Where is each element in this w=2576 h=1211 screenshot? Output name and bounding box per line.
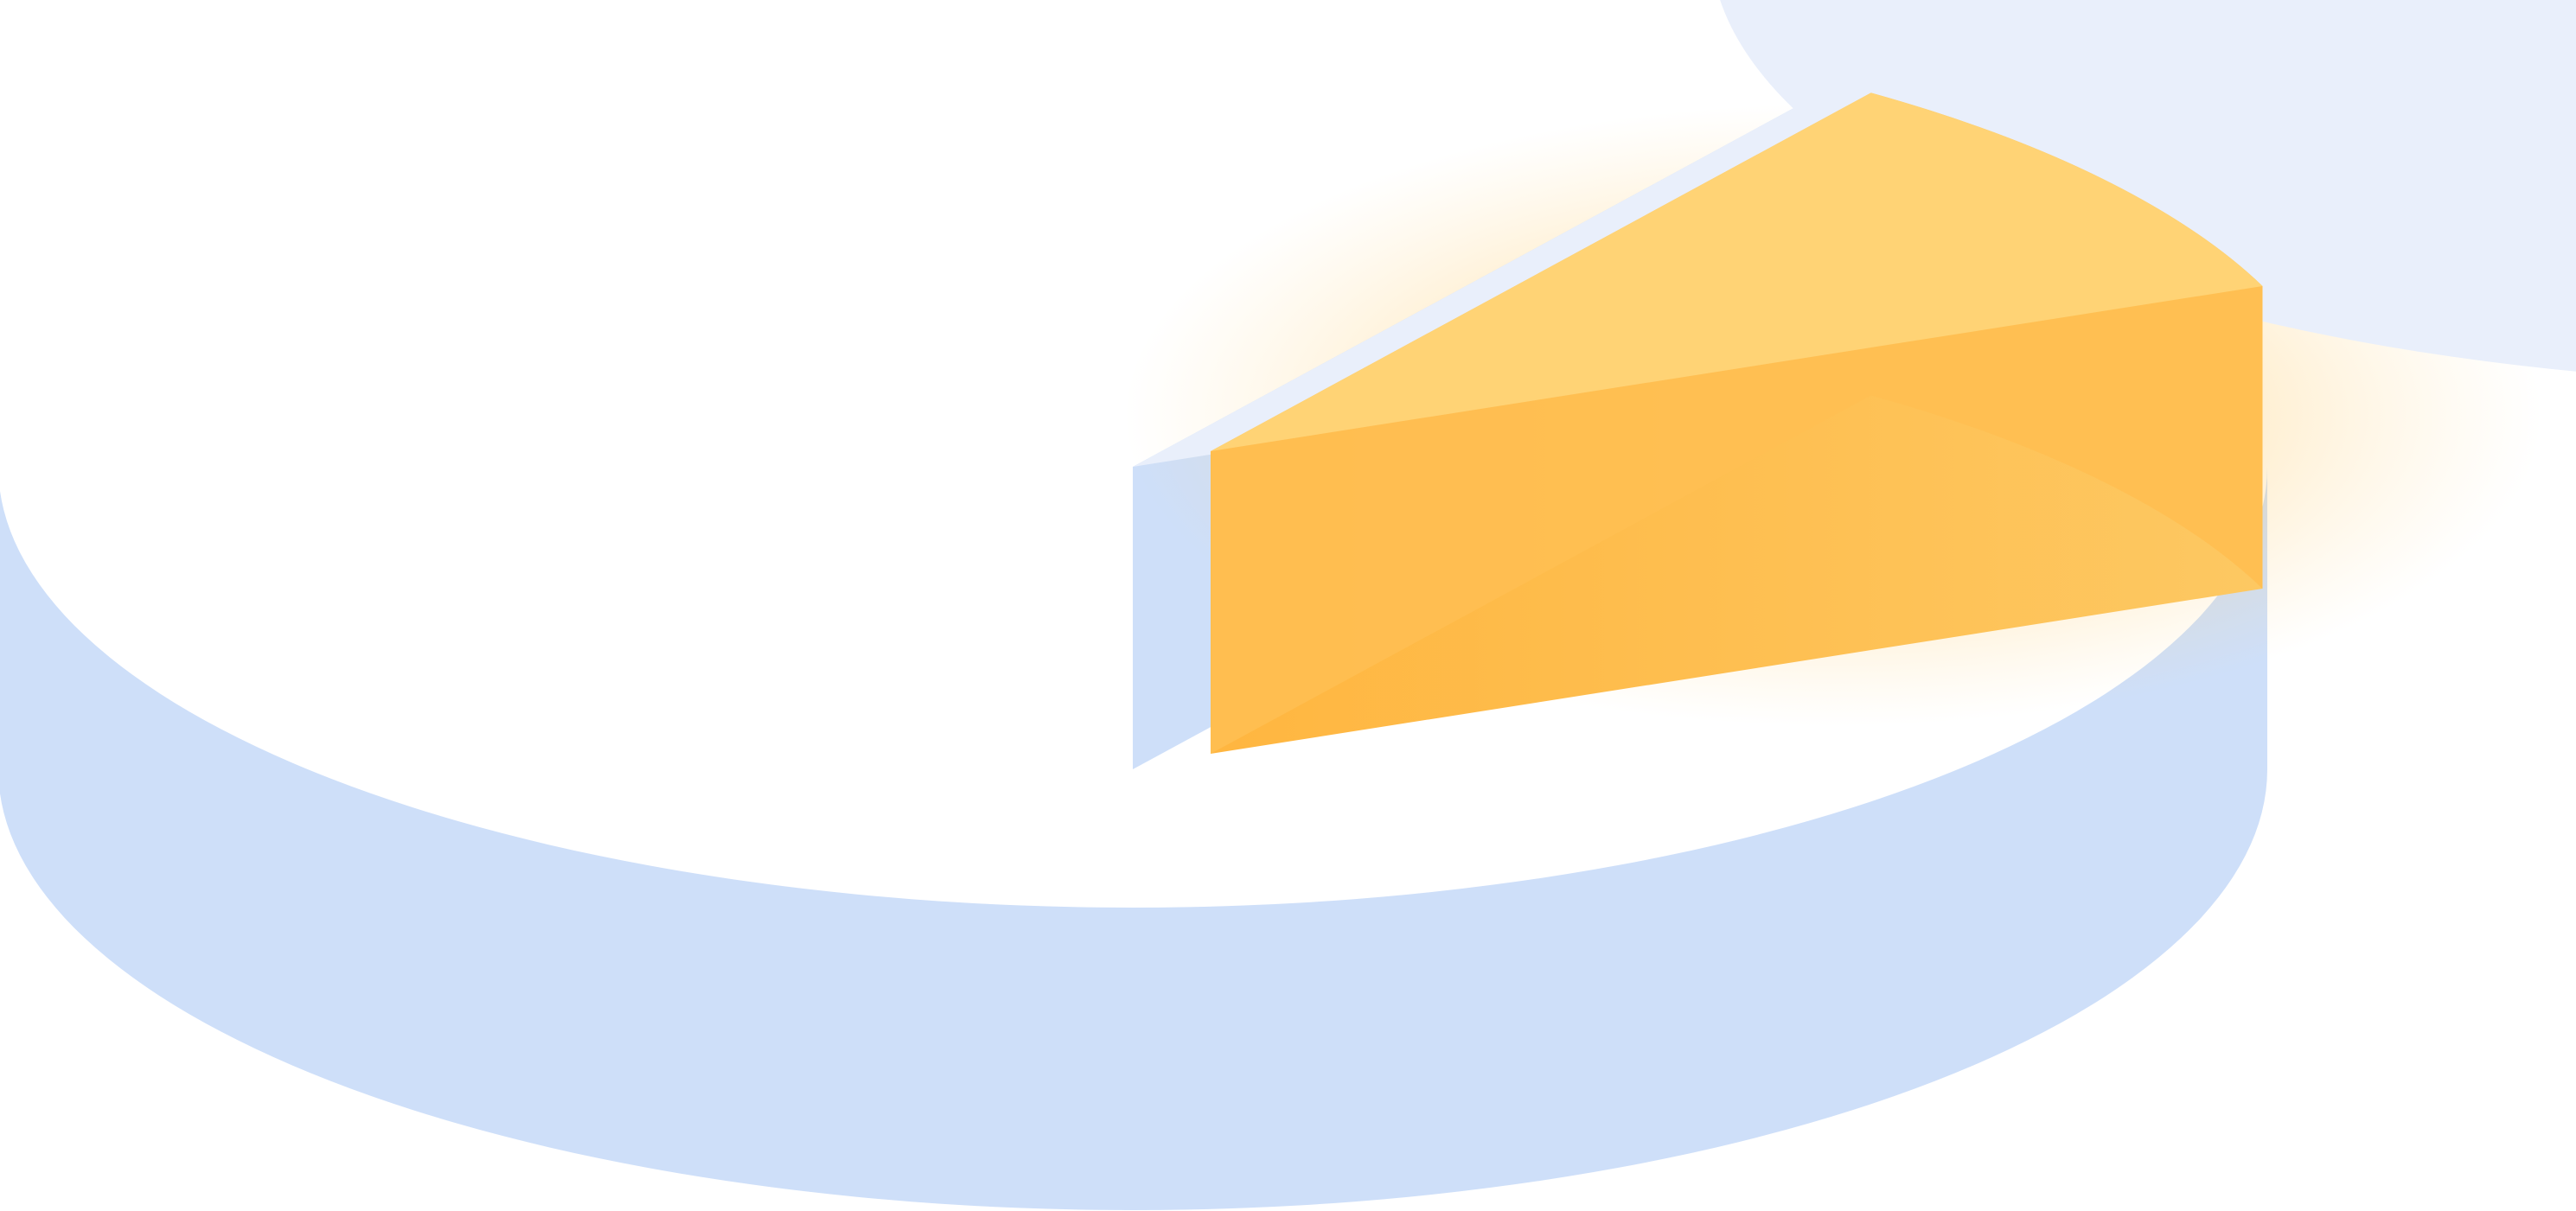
- pie-slice-1-top: [1211, 92, 2263, 452]
- pie-slices-layer: [1133, 0, 2576, 755]
- pie-slice-0-side: [0, 467, 2267, 1210]
